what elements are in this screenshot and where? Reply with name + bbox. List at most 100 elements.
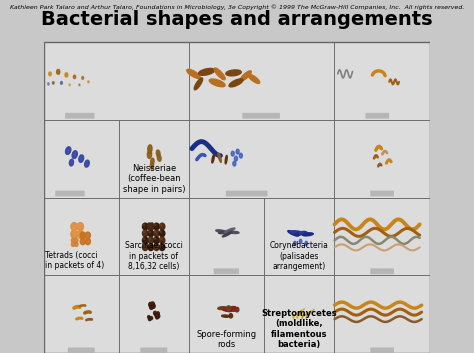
Ellipse shape <box>299 239 302 243</box>
Bar <box>119 275 189 353</box>
FancyBboxPatch shape <box>55 191 85 196</box>
Ellipse shape <box>148 244 154 251</box>
Ellipse shape <box>148 223 150 226</box>
FancyBboxPatch shape <box>68 347 95 353</box>
Ellipse shape <box>71 230 77 238</box>
Ellipse shape <box>214 68 225 80</box>
Ellipse shape <box>152 305 153 306</box>
Ellipse shape <box>154 311 156 315</box>
Ellipse shape <box>49 72 51 76</box>
Ellipse shape <box>288 231 299 236</box>
Ellipse shape <box>85 160 89 167</box>
FancyBboxPatch shape <box>370 347 394 353</box>
Ellipse shape <box>56 70 60 74</box>
Text: Streptomycetes
(moldlike,
filamentous
bacteria): Streptomycetes (moldlike, filamentous ba… <box>261 309 337 349</box>
Ellipse shape <box>69 84 70 86</box>
Ellipse shape <box>151 223 153 226</box>
Ellipse shape <box>235 156 237 161</box>
Ellipse shape <box>143 237 148 244</box>
Ellipse shape <box>228 231 239 234</box>
Ellipse shape <box>80 238 85 245</box>
Ellipse shape <box>159 237 165 244</box>
Text: Spore-forming
rods: Spore-forming rods <box>196 330 256 349</box>
Ellipse shape <box>65 147 71 154</box>
Ellipse shape <box>143 245 145 247</box>
Ellipse shape <box>229 79 243 87</box>
Ellipse shape <box>155 315 158 319</box>
Ellipse shape <box>302 233 313 236</box>
Ellipse shape <box>155 238 156 240</box>
Ellipse shape <box>79 155 83 162</box>
Bar <box>44 120 119 197</box>
Ellipse shape <box>148 316 149 317</box>
Ellipse shape <box>222 315 229 317</box>
Ellipse shape <box>74 242 78 246</box>
FancyBboxPatch shape <box>140 347 167 353</box>
Ellipse shape <box>48 83 49 85</box>
Ellipse shape <box>212 154 214 163</box>
Ellipse shape <box>160 238 162 240</box>
Ellipse shape <box>151 158 154 164</box>
Ellipse shape <box>293 241 296 245</box>
Ellipse shape <box>291 231 302 234</box>
Ellipse shape <box>80 232 85 239</box>
Bar <box>264 275 334 353</box>
Ellipse shape <box>156 316 157 317</box>
Ellipse shape <box>154 312 155 313</box>
Ellipse shape <box>199 68 215 75</box>
Ellipse shape <box>240 71 251 81</box>
Ellipse shape <box>77 230 83 238</box>
Ellipse shape <box>143 238 145 240</box>
FancyBboxPatch shape <box>242 113 280 119</box>
Ellipse shape <box>229 314 233 318</box>
FancyBboxPatch shape <box>226 191 267 196</box>
Ellipse shape <box>224 228 235 233</box>
Ellipse shape <box>72 151 77 158</box>
Text: Sarcinae (cocci
in packets of
8,16,32 cells): Sarcinae (cocci in packets of 8,16,32 ce… <box>125 241 183 271</box>
FancyBboxPatch shape <box>214 268 239 274</box>
Ellipse shape <box>61 82 63 84</box>
Bar <box>189 42 334 120</box>
Ellipse shape <box>85 160 89 167</box>
Ellipse shape <box>149 224 150 226</box>
Ellipse shape <box>151 227 153 230</box>
Bar <box>44 275 119 353</box>
Ellipse shape <box>72 242 75 246</box>
Ellipse shape <box>155 313 158 317</box>
Text: Corynebacteria
(palisades
arrangement): Corynebacteria (palisades arrangement) <box>270 241 328 271</box>
Ellipse shape <box>233 161 236 166</box>
Ellipse shape <box>148 223 154 230</box>
Ellipse shape <box>157 315 158 316</box>
Ellipse shape <box>72 151 77 158</box>
Ellipse shape <box>159 223 165 230</box>
Ellipse shape <box>71 223 77 231</box>
Ellipse shape <box>150 317 153 319</box>
Ellipse shape <box>148 145 152 153</box>
Ellipse shape <box>82 77 83 79</box>
Ellipse shape <box>222 232 232 237</box>
Ellipse shape <box>150 306 151 307</box>
FancyBboxPatch shape <box>370 191 394 196</box>
Ellipse shape <box>150 305 153 309</box>
Ellipse shape <box>216 230 227 233</box>
Ellipse shape <box>235 307 239 312</box>
Ellipse shape <box>79 155 83 162</box>
Ellipse shape <box>231 151 234 156</box>
Bar <box>119 120 189 197</box>
Ellipse shape <box>154 244 159 251</box>
Text: Neisseriae
(coffee-bean
shape in pairs): Neisseriae (coffee-bean shape in pairs) <box>123 164 185 193</box>
Ellipse shape <box>218 307 227 310</box>
Ellipse shape <box>154 237 159 244</box>
Ellipse shape <box>148 227 150 230</box>
Ellipse shape <box>227 306 231 311</box>
Ellipse shape <box>160 231 162 233</box>
Text: Bacterial shapes and arrangements: Bacterial shapes and arrangements <box>41 10 433 29</box>
Ellipse shape <box>157 155 161 161</box>
Ellipse shape <box>159 230 165 237</box>
Ellipse shape <box>149 303 150 304</box>
Ellipse shape <box>85 238 91 245</box>
Ellipse shape <box>149 231 150 233</box>
Ellipse shape <box>226 70 241 76</box>
Ellipse shape <box>155 314 156 315</box>
Ellipse shape <box>152 304 155 308</box>
